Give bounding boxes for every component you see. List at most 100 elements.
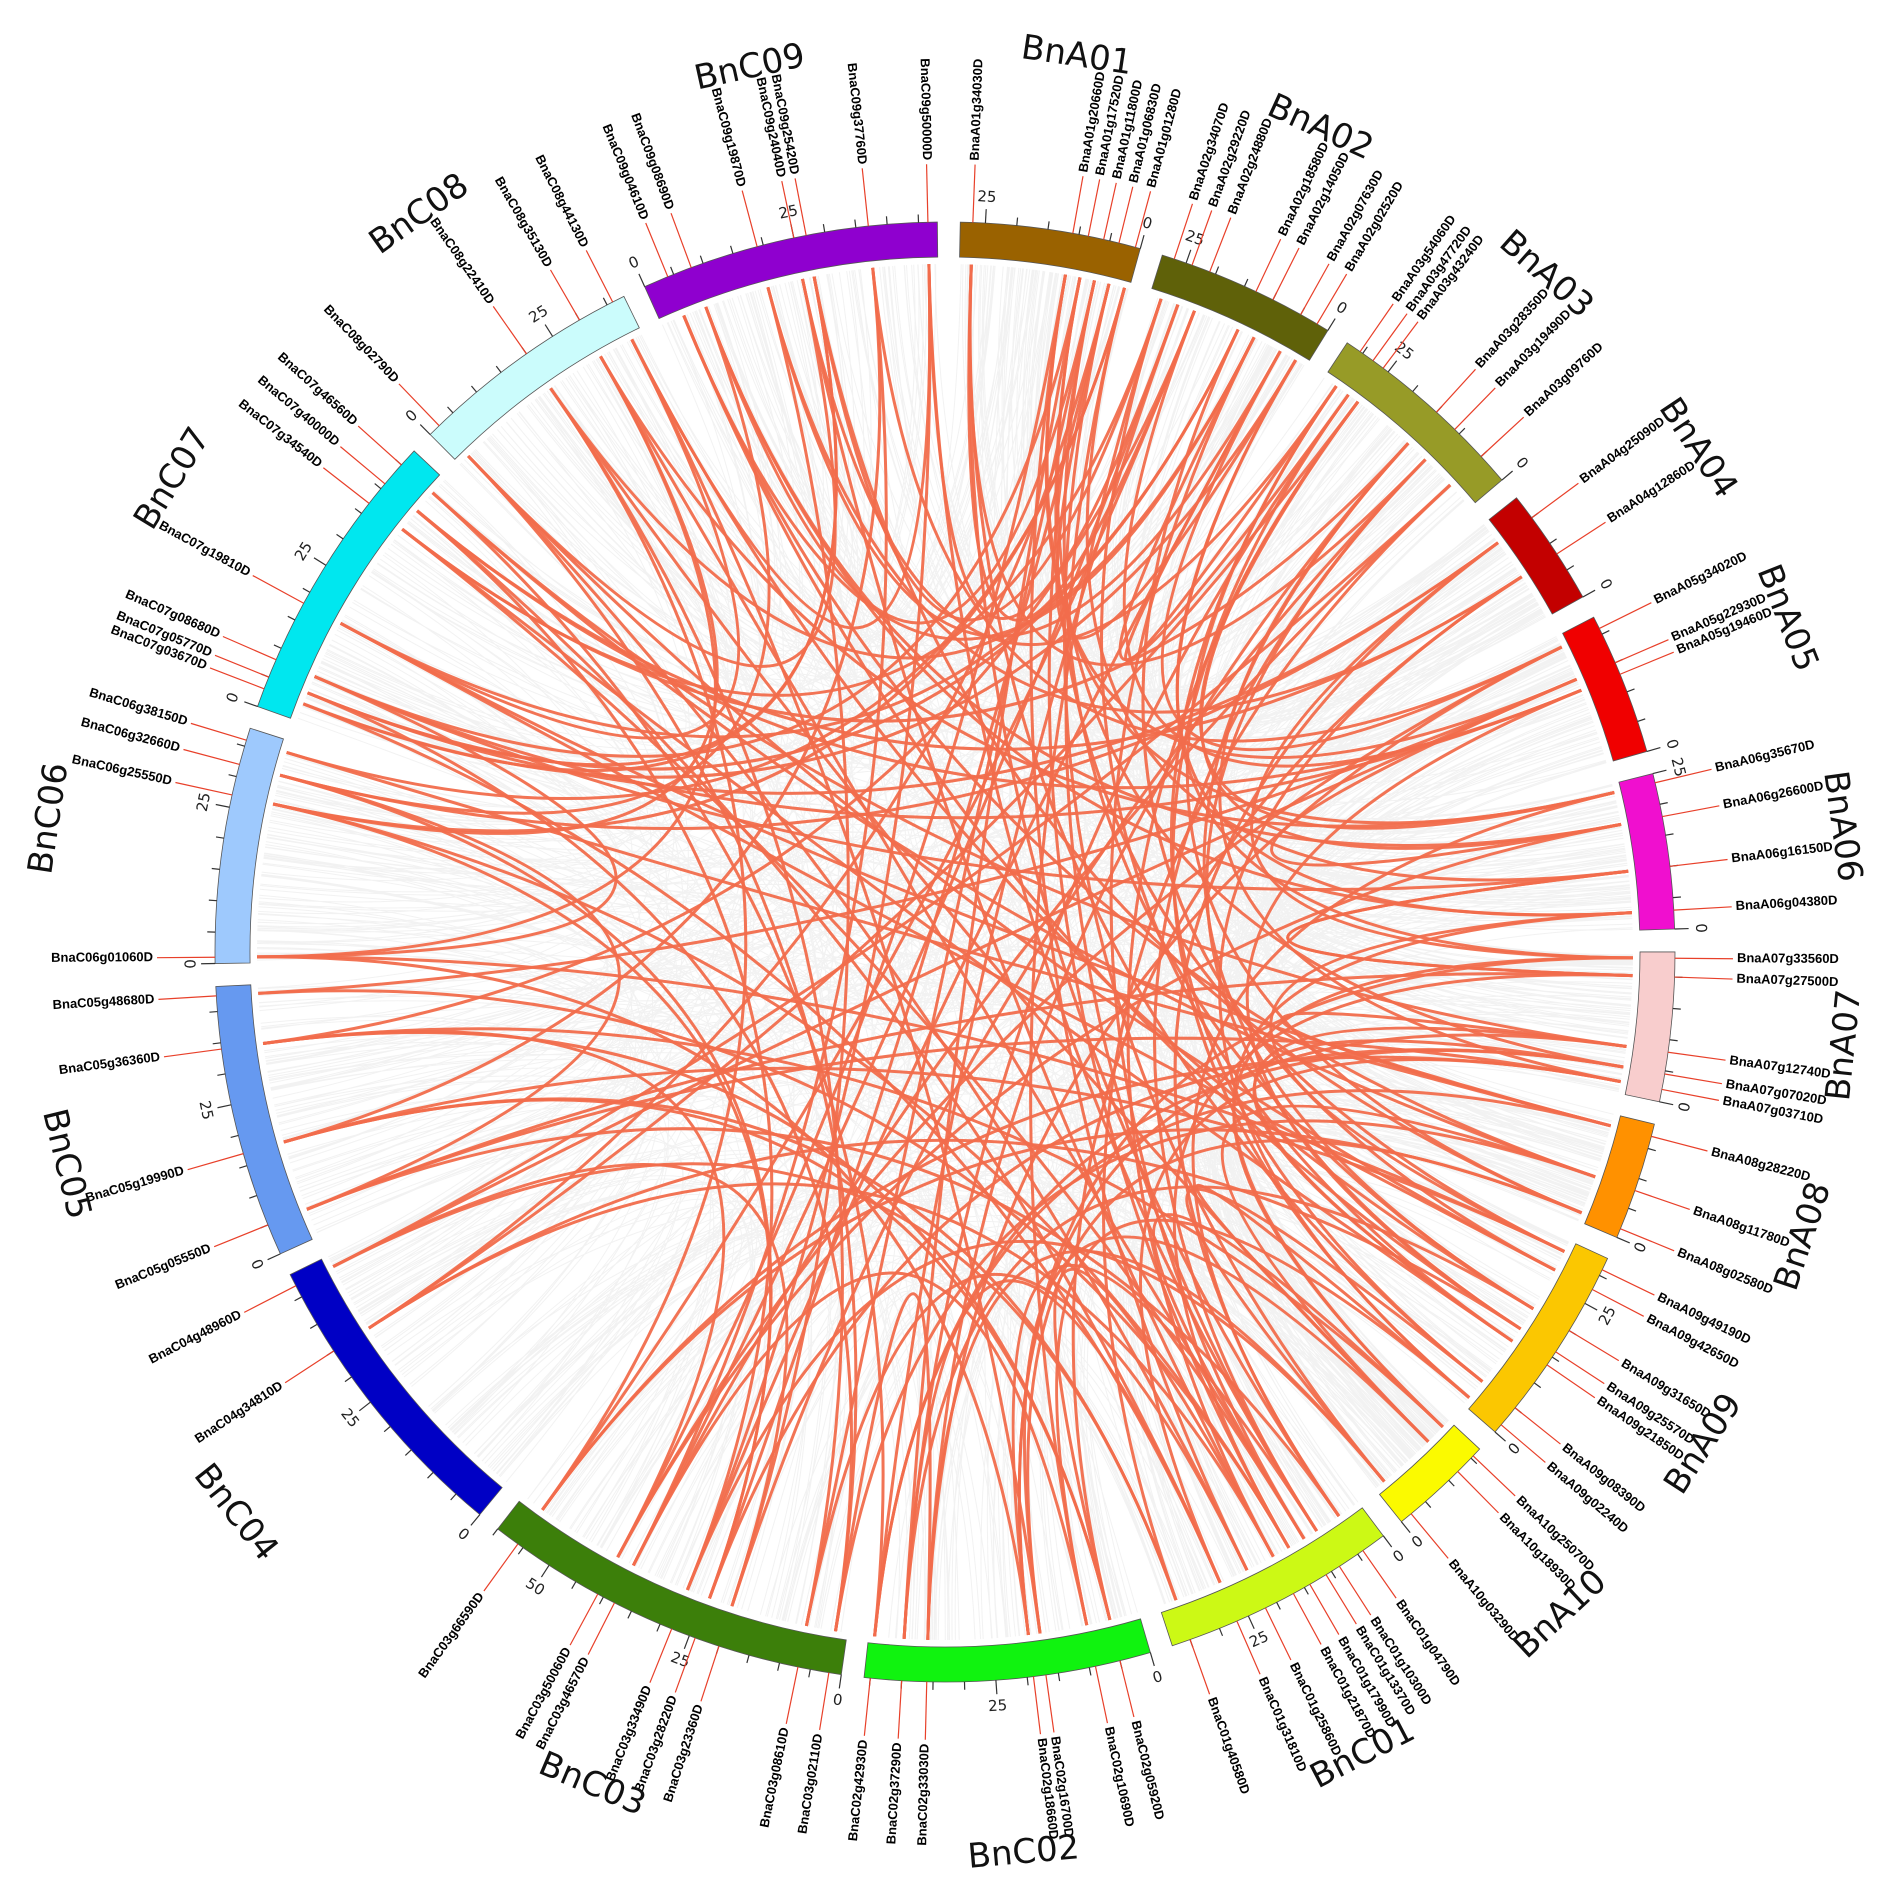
chromosome-bna07: 0 BnaA07g33560D BnaA07g27500D BnaA07g12740D… [1624,950,1869,1127]
gene-marker [1372,313,1408,362]
scale-tick-label: 25 [291,538,316,564]
gene-label: BnaA06g26600D [1722,778,1825,812]
scale-tick [638,273,646,287]
duplication-link [834,1119,1596,1632]
duplication-link [332,483,1452,1268]
scale-tick [230,1134,239,1139]
gene-marker [781,180,795,238]
gene-label: BnaA10g03290D [1446,1556,1523,1644]
gene-marker [794,178,807,236]
chromosome-block [215,984,313,1255]
gene-marker [1619,651,1674,675]
duplication-link [1062,280,1535,1311]
scale-tick [450,1493,457,1501]
gene-marker [972,164,976,223]
duplication-link [1185,1187,1484,1483]
duplication-link [1202,442,1535,1311]
scale-tick [1458,427,1466,435]
gene-marker [1669,858,1728,867]
duplication-link [704,280,1096,625]
duplication-link [302,276,838,773]
scale-tick [1659,1101,1674,1106]
scale-tick [699,255,704,264]
gene-marker [924,1681,928,1740]
chromosome-label: BnC06 [20,760,76,877]
duplication-link [1017,956,1634,1636]
duplication-link [279,306,771,815]
duplication-link [1191,791,1615,1517]
duplication-link [431,491,885,1637]
duplication-link [926,1249,1386,1640]
scale-tick [470,1514,481,1526]
chromosome-block [1624,951,1676,1103]
scale-tick [383,1426,391,1433]
gene-marker [214,654,269,678]
duplication-link [1270,677,1622,867]
gene-marker [340,446,386,485]
chromosome-block [257,450,441,719]
scale-tick-label: 25 [337,1405,363,1431]
gene-label: BnaC04g34810D [192,1378,286,1446]
gene-marker [1620,1228,1675,1252]
gene-marker [741,190,758,247]
duplication-link [332,677,1578,1268]
gene-marker [1634,1189,1690,1211]
gene-label: BnaC02g37290D [883,1742,904,1845]
duplication-link [283,267,882,1144]
gene-label: BnaC04g48960D [146,1307,243,1367]
gene-marker [785,1666,799,1724]
gene-label: BnaC07g19810D [157,517,254,579]
scale-tick [598,1596,604,1605]
scale-tick [1501,470,1513,481]
duplication-link [401,442,1410,723]
duplication-link [431,491,1596,1179]
duplication-link [272,355,719,835]
scale-tick [495,365,502,373]
chromosome-block [863,1618,1151,1683]
duplication-link [801,278,1338,646]
duplication-link [339,328,1240,739]
scale-tick [404,1449,412,1456]
scale-tick-label: 0 [1150,1667,1164,1687]
scale-tick-label: 0 [1596,576,1616,593]
gene-marker [670,212,692,268]
gene-marker [483,1543,519,1592]
scale-tick [239,1165,248,1169]
scale-tick [1665,1070,1674,1073]
scale-tick [1244,278,1249,287]
scale-tick-label: 0 [247,1256,267,1272]
chromosome-label: BnC07 [126,420,219,536]
scale-tick [470,385,478,393]
scale-tick [746,1655,750,1664]
scale-tick [1584,1302,1598,1311]
gene-marker [1191,210,1213,266]
scale-tick-label: 25 [526,301,552,326]
duplication-link [967,264,1196,622]
gene-marker [1264,1607,1292,1661]
scale-tick [544,324,554,337]
chromosome-label: BnC05 [34,1105,99,1223]
gene-marker [645,222,669,277]
chromosome-label: BnC09 [691,35,809,98]
gene-marker [1325,1574,1357,1625]
duplication-link [704,306,1632,917]
scale-tick-label: 25 [977,187,997,206]
duplication-link [313,675,1582,820]
gene-label: BnaA06g35670D [1713,736,1816,774]
scale-tick-label: 0 [626,252,642,272]
segmental-duplication-links [256,264,1634,1640]
gene-marker [587,1602,615,1655]
duplication-link [632,1271,1089,1626]
gene-marker [1236,1620,1261,1675]
scale-tick [838,1674,842,1689]
gene-marker [1664,1073,1723,1085]
scale-tick-label: 25 [988,1696,1008,1715]
gene-label: BnaA07g33560D [1737,950,1839,966]
gene-marker [819,1672,830,1731]
duplication-link [1126,400,1360,1558]
scale-tick [1109,232,1113,241]
scale-tick [602,297,608,306]
duplication-link [272,802,1291,1549]
gene-label: BnaC05g36360D [58,1049,161,1077]
